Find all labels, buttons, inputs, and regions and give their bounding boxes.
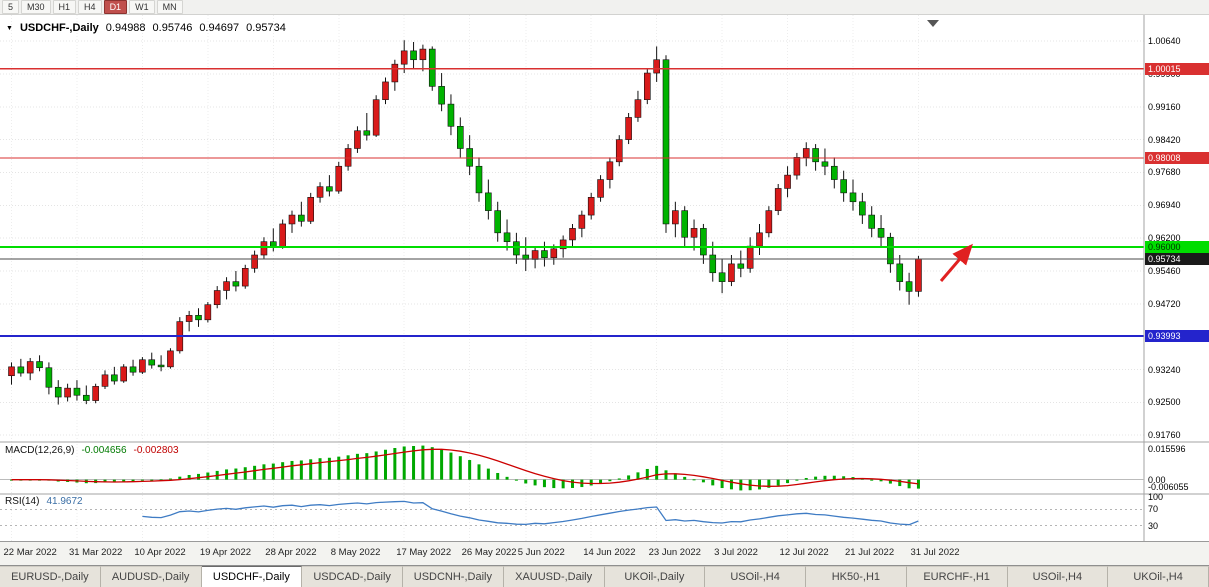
tab-usoil-h4[interactable]: USOil-,H4 [1007, 566, 1109, 587]
chart-dropdown-icon: ▼ [6, 25, 13, 32]
timeframe-button-h4[interactable]: H4 [78, 0, 102, 14]
timeframe-button-w1[interactable]: W1 [129, 0, 155, 14]
chart-tabs-bar: EURUSD-,Daily AUDUSD-,Daily USDCHF-,Daily U… [0, 565, 1209, 587]
tab-usdcad-daily[interactable]: USDCAD-,Daily [302, 566, 403, 587]
tab-hk50-h1[interactable]: HK50-,H1 [806, 566, 907, 587]
tab-usoil-h4[interactable]: USOil-,H4 [705, 566, 806, 587]
tab-ukoil-daily[interactable]: UKOil-,Daily [604, 566, 706, 587]
macd-main-value: -0.004656 [81, 445, 127, 456]
tab-eurchf-h1[interactable]: EURCHF-,H1 [906, 566, 1008, 587]
chart-shift-icon [927, 20, 939, 27]
date-label: 28 Apr 2022 [265, 547, 317, 558]
rsi-indicator-label-row: RSI(14) 41.9672 [5, 496, 83, 507]
tab-usdcnh-daily[interactable]: USDCNH-,Daily [403, 566, 504, 587]
date-label: 5 Jun 2022 [517, 547, 565, 558]
tab-ukoil-h4[interactable]: UKOil-,H4 [1108, 566, 1209, 587]
date-label: 3 Jul 2022 [714, 547, 758, 558]
timeframe-button-h1[interactable]: H1 [52, 0, 77, 14]
date-label: 12 Jul 2022 [779, 547, 829, 558]
macd-histogram [10, 445, 920, 491]
timeframe-toolbar: 5 M30 H1 H4 D1 W1 MN [0, 0, 1209, 15]
date-label: 19 Apr 2022 [199, 547, 252, 558]
ohlc-open-value: 0.94988 [105, 22, 146, 34]
timeframe-button-mn[interactable]: MN [156, 0, 183, 14]
ohlc-low-value: 0.94697 [199, 22, 240, 34]
date-label: 31 Mar 2022 [68, 547, 123, 558]
date-label: 31 Jul 2022 [910, 547, 960, 558]
macd-indicator-name: MACD(12,26,9) [5, 445, 75, 456]
macd-signal-value: -0.002803 [133, 445, 179, 456]
date-label: 23 Jun 2022 [648, 547, 701, 558]
ohlc-high-value: 0.95746 [152, 22, 193, 34]
ohlc-close-value: 0.95734 [246, 22, 286, 34]
tab-audusd-daily[interactable]: AUDUSD-,Daily [100, 566, 202, 587]
date-label: 26 May 2022 [461, 547, 517, 558]
date-label: 14 Jun 2022 [583, 547, 636, 558]
macd-indicator-label-row: MACD(12,26,9) -0.004656 -0.002803 [5, 445, 179, 456]
chart-title: ▼ USDCHF-,Daily 0.94988 0.95746 0.94697 … [6, 22, 286, 34]
macd-signal-line [11, 448, 919, 487]
tab-eurusd-daily[interactable]: EURUSD-,Daily [0, 566, 101, 587]
timeframe-button-5[interactable]: 5 [2, 0, 20, 14]
date-label: 8 May 2022 [330, 547, 381, 558]
date-label: 10 Apr 2022 [134, 547, 186, 558]
date-axis: 22 Mar 2022 31 Mar 2022 10 Apr 2022 19 Apr … [0, 541, 1209, 565]
tab-usdchf-daily[interactable]: USDCHF-,Daily [201, 566, 303, 587]
date-label: 22 Mar 2022 [3, 547, 57, 558]
timeframe-button-m30[interactable]: M30 [21, 0, 51, 14]
trend-arrow[interactable] [939, 243, 973, 282]
date-label: 17 May 2022 [396, 547, 452, 558]
tab-xauusd-daily[interactable]: XAUUSD-,Daily [503, 566, 605, 587]
rsi-line [142, 500, 919, 526]
timeframe-button-d1[interactable]: D1 [103, 0, 128, 14]
chart-symbol-label: USDCHF-,Daily [19, 22, 99, 34]
rsi-indicator-name: RSI(14) [5, 496, 40, 507]
candles-series [8, 40, 922, 405]
rsi-value: 41.9672 [46, 496, 83, 507]
date-label: 21 Jul 2022 [845, 547, 895, 558]
